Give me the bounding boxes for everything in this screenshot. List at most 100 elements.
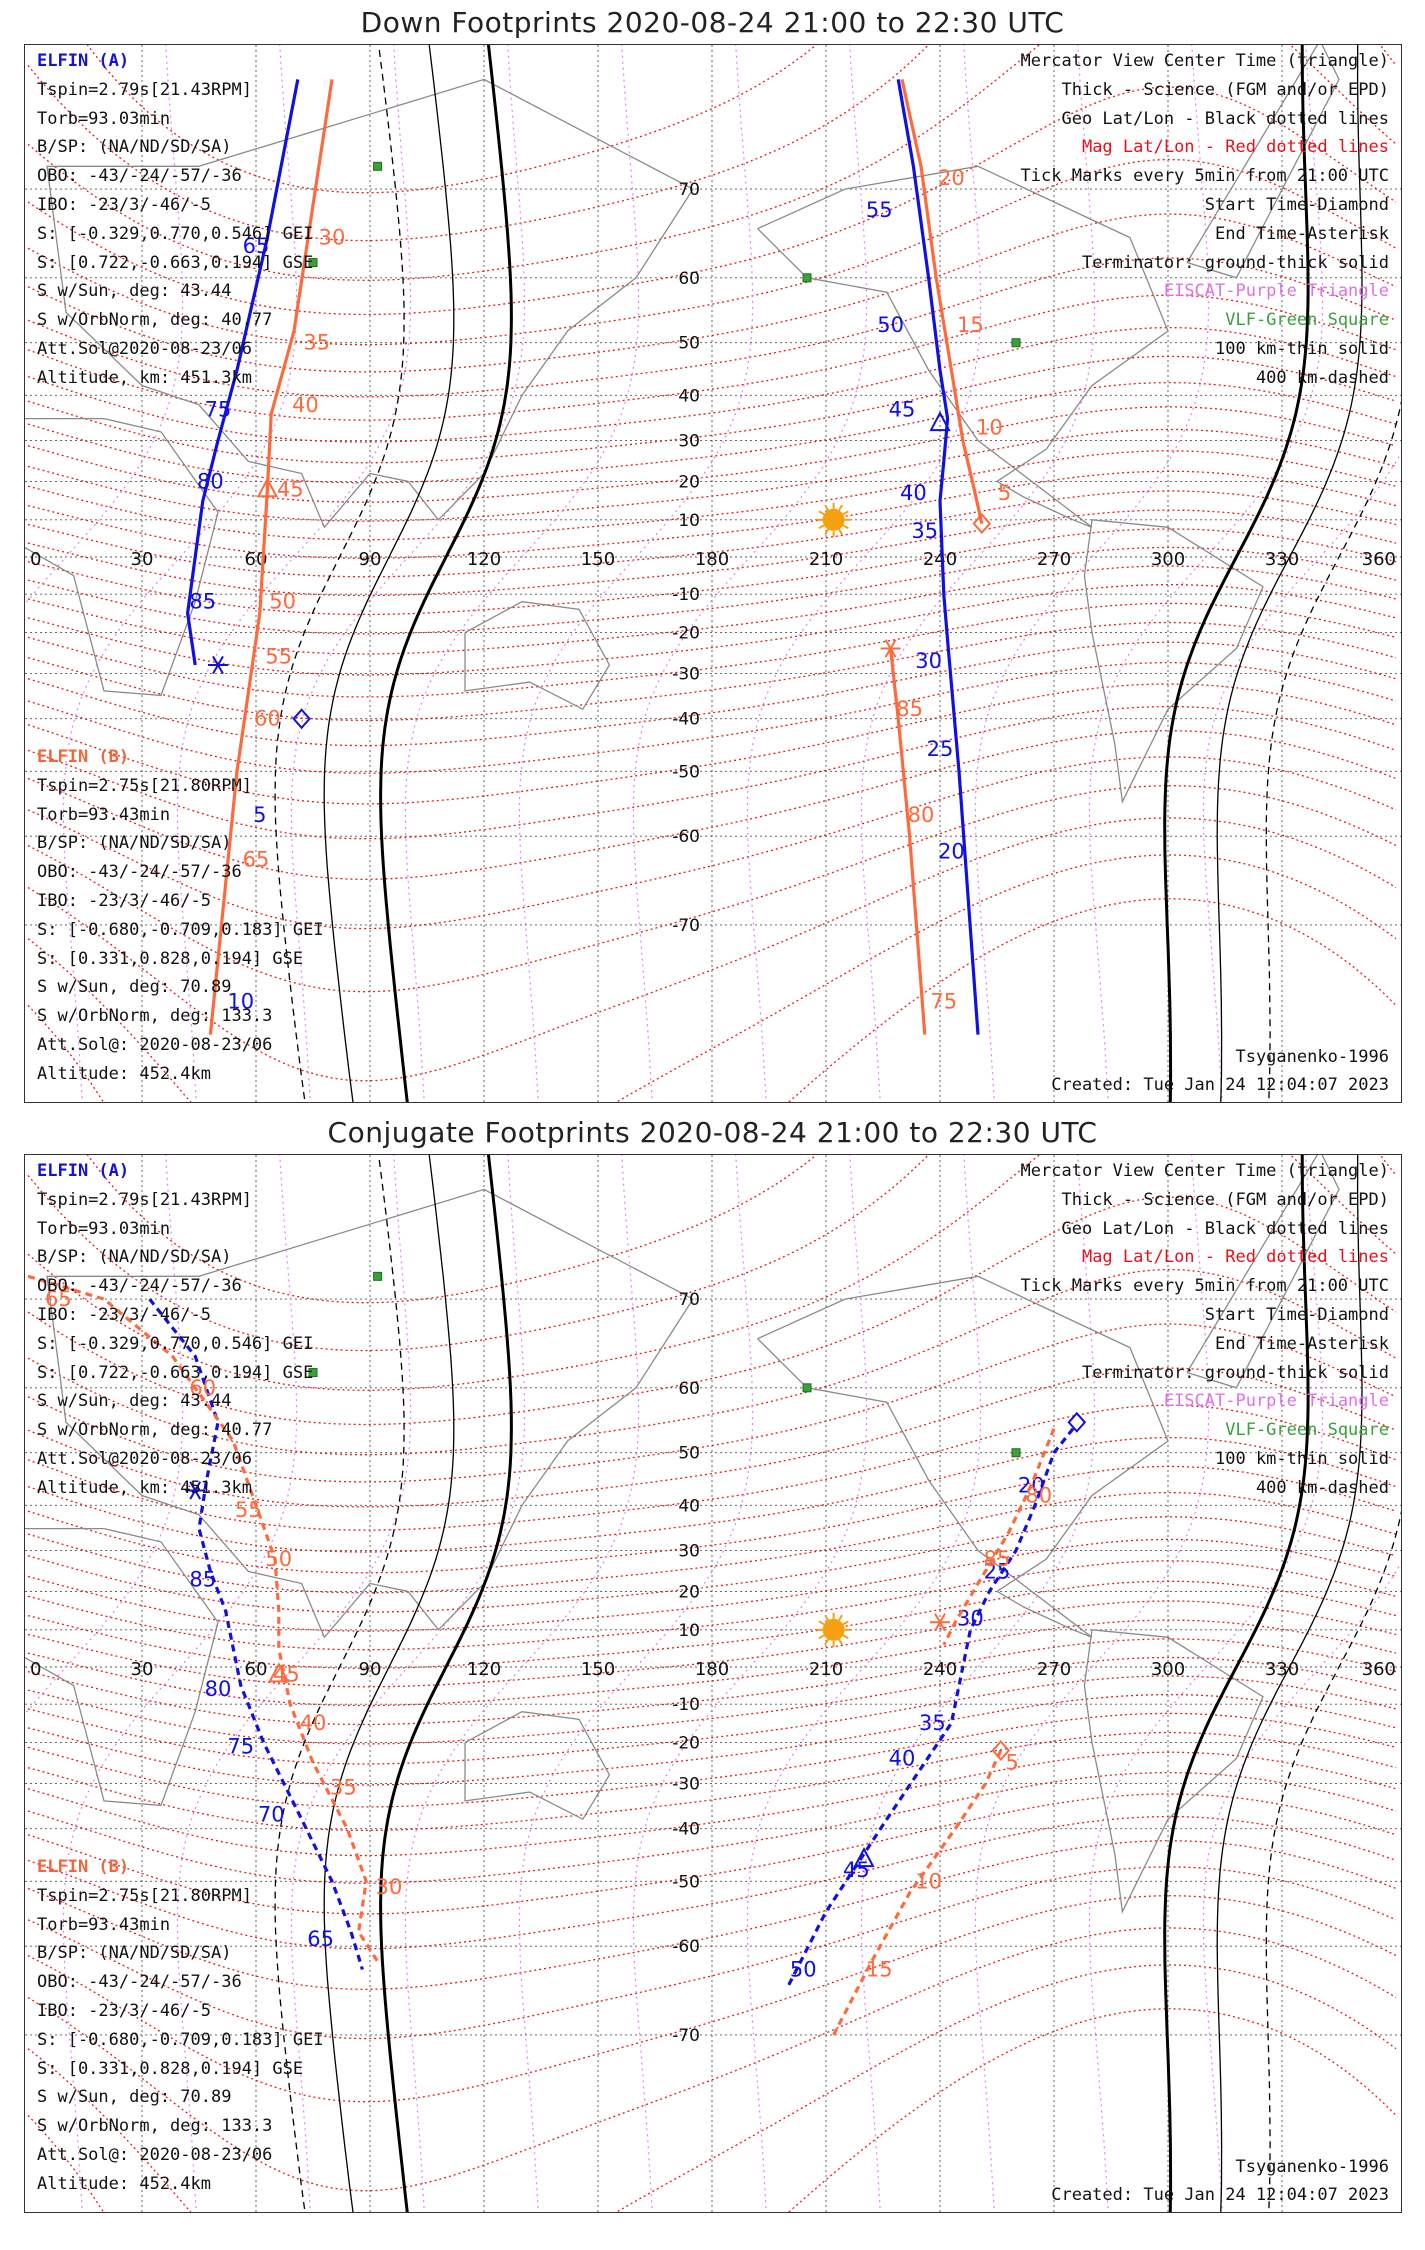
elfin-b-track [208,79,334,1035]
sun-icon [822,508,845,531]
mag-lat-line [27,1268,1397,1456]
mag-lon-line [860,45,1096,1102]
land-outline [46,1188,694,1639]
lat-tick-label: -10 [672,1695,700,1715]
lon-tick-label: 0 [30,549,41,570]
mag-lat-line [27,428,1397,522]
mag-lat-line [27,1491,1397,1594]
info-line: Torb=93.43min [37,804,171,825]
sun-ray [818,1634,825,1640]
track-tick-label: 80 [908,803,935,827]
lon-tick-label: 120 [467,549,501,570]
lat-tick-label: -40 [672,710,700,730]
elfin-b-track [889,648,927,1035]
info-line: IBO: -23/3/-46/-5 [37,891,211,911]
info-line: IBO: -23/3/-46/-5 [37,195,211,215]
track-tick-label: 55 [265,645,292,669]
lat-tick-label: 10 [678,511,700,531]
info-line: Altitude, km: 451.3km [37,1477,252,1498]
lat-tick-label: -70 [672,916,700,936]
track-tick-label: 75 [205,397,232,421]
mag-lon-line [974,1155,1210,2212]
mag-lat-line [27,381,1397,484]
sun-ray [842,1620,849,1626]
info-line: S w/OrbNorm, deg: 40.77 [37,1420,273,1441]
info-line: B/SP: (NA/ND/SD/SA) [37,833,232,854]
info-line: S: [-0.329,0.770,0.546] GEI [37,223,314,244]
mag-lat-line [27,641,1397,747]
mag-lat-line [27,1465,1397,1574]
track-tick-label: 65 [45,1287,72,1311]
mag-lat-line [27,213,1397,373]
land-outline [1083,1629,1264,1914]
lat-tick-label: 20 [678,1582,700,1602]
mag-lat-line [27,1196,1397,1426]
land-outline [464,1711,611,1821]
end-asterisk [934,1613,946,1632]
mag-lon-line [1202,451,1401,1102]
terminator-100km [323,1155,455,2212]
info-line: ELFIN (A) [37,1161,130,1181]
vlf-station-square [1011,338,1021,348]
model-label: Tsyganenko-1996 [1235,2157,1389,2177]
track-tick-label: 30 [376,1875,403,1899]
track-tick-label: 75 [227,1735,254,1759]
mag-lat-line [27,470,1397,559]
info-line: S w/Sun, deg: 70.89 [37,977,232,998]
mag-lon-line [974,45,1210,1102]
info-line: IBO: -23/3/-46/-5 [37,1305,211,1325]
sun-ray [838,1638,843,1646]
info-line: Tspin=2.75s[21.80RPM] [37,775,252,796]
lat-tick-label: -70 [672,2026,700,2046]
mag-lat-line [27,86,1397,316]
terminator-400km [274,1155,405,2212]
track-tick-label: 10 [915,1869,942,1893]
track-tick-label: 55 [235,1498,262,1522]
info-line: Att.Sol@: 2020-08-23/06 [37,1035,273,1055]
lon-tick-label: 120 [467,1659,501,1680]
mag-lon-line [860,1155,1096,2212]
track-tick-label: 50 [877,313,904,337]
mag-lat-line [27,1619,1397,1707]
track-tick-label: 65 [307,1927,334,1951]
info-line: Att.Sol@2020-08-23/06 [37,1449,252,1469]
created-label: Created: Tue Jan 24 12:04:07 2023 [1051,1075,1389,1095]
legend-line: Tick Marks every 5min from 21:00 UTC [1020,166,1389,187]
track-tick-label: 55 [866,198,893,222]
elfin-a-track [896,79,980,1035]
lon-tick-label: 90 [359,549,382,570]
mag-lat-line [27,1866,1397,2040]
track-tick-label: 20 [938,839,965,863]
lat-tick-label: 70 [678,1290,700,1310]
lon-tick-label: 150 [581,549,615,570]
elfin-a-track [185,79,300,666]
track-tick-label: 65 [243,847,270,871]
mag-lat-line [27,756,1397,930]
elfin-b-track [942,1428,1056,1646]
lat-tick-label: 60 [678,269,700,289]
sun-ray [818,1620,825,1626]
start-diamond [292,708,311,730]
track-tick-label: 40 [292,393,319,417]
mag-lat-line [27,602,1397,698]
sun-ray [818,510,825,516]
start-diamond [991,1739,1011,1761]
legend-line: Mercator View Center Time (triangle) [1020,51,1389,71]
legend-line: EISCAT-Purple Triangle [1163,281,1389,302]
mag-lat-line [27,528,1397,616]
terminator-100km [323,45,455,1102]
lat-tick-label: 30 [678,1542,700,1562]
legend-line: VLF-Green Square [1225,1420,1389,1441]
lon-tick-label: 360 [1362,1659,1396,1680]
mag-lon-line [1088,1155,1324,2212]
mag-lon-line [632,1155,868,2212]
track-tick-label: 80 [197,469,224,493]
mag-lon-line [404,45,640,1102]
end-asterisk [189,1481,202,1500]
sun-ray [838,1614,843,1621]
mag-lat-line [27,1323,1397,1483]
mag-lat-line [27,1538,1397,1632]
start-diamond [972,513,992,535]
vlf-station-square [308,1368,318,1378]
track-tick-label: 10 [976,416,1003,440]
